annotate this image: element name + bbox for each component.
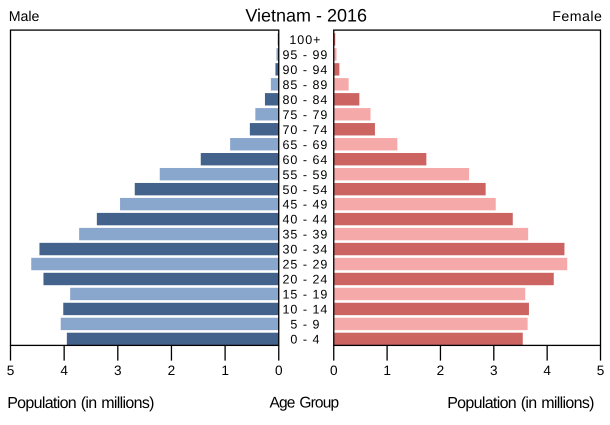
- svg-text:40 - 44: 40 - 44: [282, 213, 328, 227]
- svg-text:Male: Male: [9, 9, 40, 25]
- svg-text:30 - 34: 30 - 34: [282, 243, 328, 257]
- svg-text:4: 4: [60, 363, 68, 378]
- svg-text:2: 2: [168, 363, 176, 378]
- svg-text:0 - 4: 0 - 4: [290, 333, 320, 347]
- svg-text:45 - 49: 45 - 49: [282, 198, 328, 212]
- svg-text:Population (in millions): Population (in millions): [7, 395, 154, 412]
- svg-text:70 - 74: 70 - 74: [282, 123, 328, 137]
- svg-text:3: 3: [114, 363, 122, 378]
- svg-text:65 - 69: 65 - 69: [282, 138, 328, 152]
- svg-text:1: 1: [221, 363, 229, 378]
- svg-text:95 - 99: 95 - 99: [282, 48, 328, 62]
- svg-text:3: 3: [490, 363, 498, 378]
- svg-text:5 - 9: 5 - 9: [290, 318, 320, 332]
- svg-text:15 - 19: 15 - 19: [282, 288, 328, 302]
- svg-text:4: 4: [543, 363, 551, 378]
- svg-text:50 - 54: 50 - 54: [282, 183, 328, 197]
- svg-text:80 - 84: 80 - 84: [282, 93, 328, 107]
- svg-text:5: 5: [7, 363, 15, 378]
- svg-text:2: 2: [437, 363, 445, 378]
- svg-text:60 - 64: 60 - 64: [282, 153, 328, 167]
- svg-text:55 - 59: 55 - 59: [282, 168, 328, 182]
- svg-text:85 - 89: 85 - 89: [282, 78, 328, 92]
- svg-text:35 - 39: 35 - 39: [282, 228, 328, 242]
- svg-text:20 - 24: 20 - 24: [282, 273, 328, 287]
- svg-text:90 - 94: 90 - 94: [282, 63, 328, 77]
- svg-text:1: 1: [383, 363, 391, 378]
- svg-text:Vietnam - 2016: Vietnam - 2016: [245, 5, 367, 25]
- svg-text:Age Group: Age Group: [270, 395, 339, 412]
- svg-text:0: 0: [330, 363, 338, 378]
- svg-text:100+: 100+: [289, 33, 321, 47]
- svg-text:0: 0: [275, 363, 283, 378]
- svg-text:10 - 14: 10 - 14: [282, 303, 328, 317]
- svg-text:5: 5: [597, 363, 605, 378]
- svg-text:Female: Female: [552, 9, 602, 25]
- svg-text:75 - 79: 75 - 79: [282, 108, 328, 122]
- svg-text:25 - 29: 25 - 29: [282, 258, 328, 272]
- svg-text:Population (in millions): Population (in millions): [447, 395, 594, 412]
